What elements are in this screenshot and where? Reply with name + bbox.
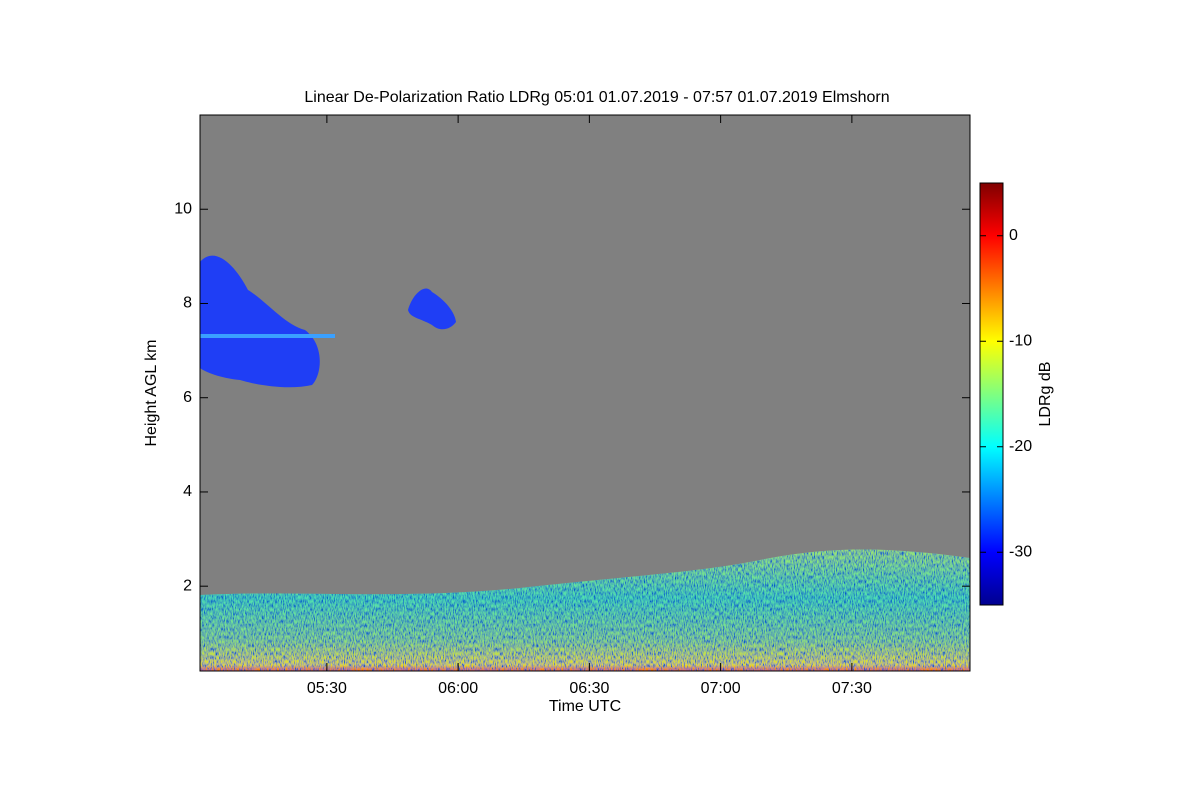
colorbar-tick-label: -10: [1009, 332, 1032, 349]
colorbar-tick-label: -30: [1009, 543, 1032, 560]
y-tick-label: 4: [183, 483, 192, 500]
y-tick-label: 8: [183, 295, 192, 312]
x-tick-label: 05:30: [307, 680, 347, 697]
plot-frame: [199, 114, 971, 672]
x-tick-label: 06:00: [438, 680, 478, 697]
colorbar-label: LDRg dB: [1037, 362, 1054, 427]
cloud: [200, 255, 320, 388]
y-tick-label: 2: [183, 577, 192, 594]
colorbar: [979, 182, 1004, 606]
y-tick-label: 10: [174, 200, 192, 217]
cloud: [200, 334, 335, 338]
field: [200, 115, 970, 671]
x-tick-label: 06:30: [569, 680, 609, 697]
x-axis-label: Time UTC: [549, 698, 621, 715]
cloud: [408, 288, 456, 330]
colorbar-tick-label: 0: [1009, 227, 1018, 244]
colorbar-tick-label: -20: [1009, 438, 1032, 455]
x-tick-label: 07:30: [832, 680, 872, 697]
aerosol-layer: [200, 549, 970, 671]
y-tick-label: 6: [183, 389, 192, 406]
y-axis-label: Height AGL km: [143, 339, 160, 446]
x-tick-label: 07:00: [701, 680, 741, 697]
chart-title: Linear De-Polarization Ratio LDRg 05:01 …: [304, 89, 889, 106]
